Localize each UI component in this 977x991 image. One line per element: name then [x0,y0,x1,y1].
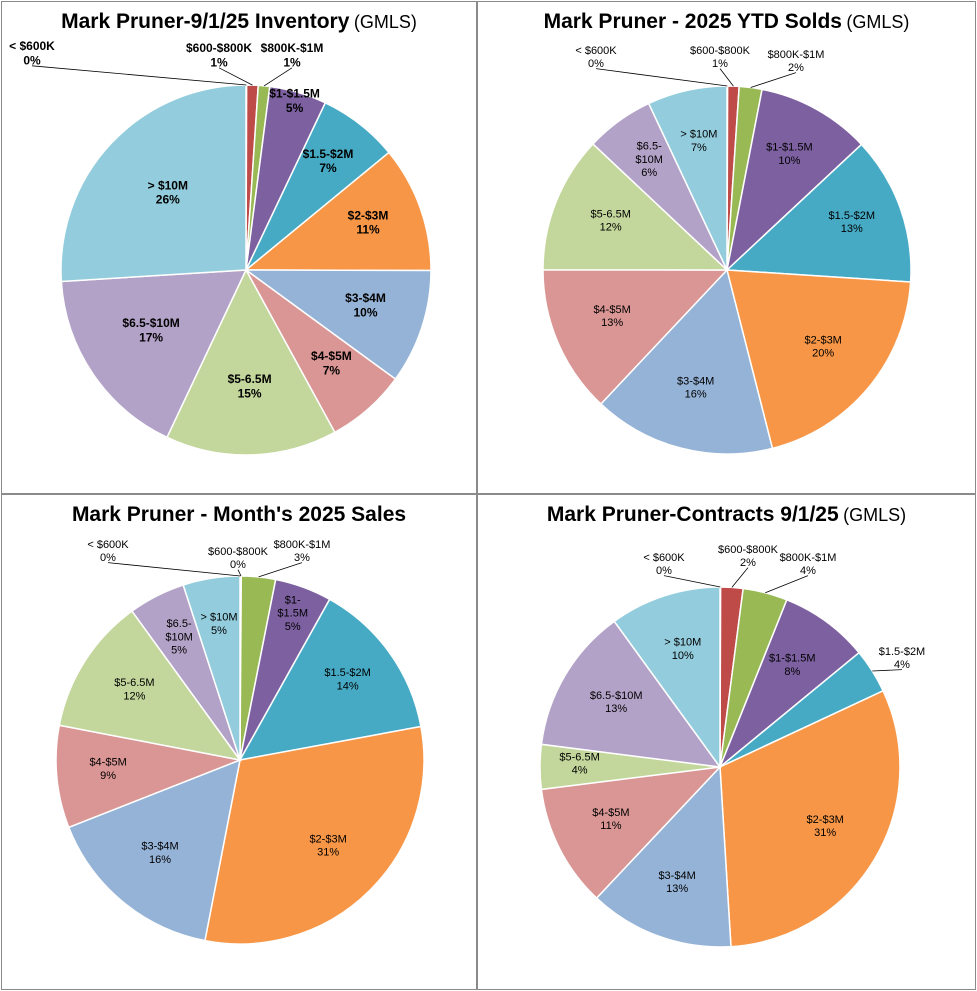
data-label-10m: > $10M 26% [148,178,188,206]
chart-title-main: Mark Pruner-Contracts 9/1/25 [546,503,839,526]
data-label-800k-1m: $800K-$1M 3% [274,539,331,564]
data-label-4-5m: $4-$5M 13% [593,304,630,329]
data-label-5-6-5m: $5-6.5M 4% [559,751,599,776]
data-label-3-4m: $3-$4M 16% [141,841,178,866]
chart-title-main: Mark Pruner - Month's 2025 Sales [71,503,407,526]
data-label-1-5-2m: $1.5-$2M 7% [303,147,354,175]
chart-title-sub: (GMLS) [843,505,907,525]
leader-line [107,562,241,577]
data-label-1-5-2m: $1.5-$2M 13% [829,210,875,235]
data-label-2-3m: $2-$3M 11% [348,208,389,236]
pie-chart-month-sales: < $600K 0% $600-$800K 0%$800K-$1M 3% $1-$1.5M… [55,539,425,945]
leader-line [237,569,242,577]
data-label-600-800k: $600-$800K 2% [718,544,779,569]
data-label-6-5-10m: $6.5-$10M 17% [122,316,179,344]
leader-line [31,65,247,86]
pie-slice-4-5m [55,724,243,829]
data-label-3-4m: $3-$4M 16% [677,376,714,401]
data-label-600-800k: $600-$800K 1% [690,45,751,70]
chart-title: Mark Pruner - Month's 2025 Sales [2,503,476,527]
data-label-1-5-2m: $1.5-$2M 4% [879,646,925,671]
pie-chart-ytd-solds: < $600K 0% $600-$800K 1% $800K-$1M 2% $1-$1.5M… [542,45,912,455]
pie-slice-1-1-5m [725,88,863,273]
pie-slice-5-6-5m [58,610,242,762]
data-label-1-1-5m: $1-$1.5M 8% [769,653,815,678]
data-label-600-800k: $600-$800K 0% [208,546,269,571]
leader-line [750,72,797,88]
data-label-4-5m: $4-$5M 9% [89,757,126,782]
data-label-4-5m: $4-$5M 11% [592,807,629,832]
data-label-1-1-5m: $1-$1.5M 10% [766,142,812,167]
leader-line [731,567,749,588]
pie-slice-5-6-5m [165,268,336,456]
data-label-2-3m: $2-$3M 20% [805,334,842,359]
pie-slice-1-5-2m [725,143,912,283]
pie-slice-2-3m [726,269,912,450]
data-label-600-800k: $600-$800K 1% [186,41,252,69]
pie-slice-4-5m [542,269,729,406]
pie-slice-5-6-5m [542,142,729,271]
chart-title-sub: (GMLS) [353,12,417,32]
chart-panel-contracts: Mark Pruner-Contracts 9/1/25 (GMLS) < $6… [477,494,976,990]
chart-title-main: Mark Pruner-9/1/25 Inventory [61,10,350,33]
pie-slice-4-5m [540,765,722,900]
chart-title: Mark Pruner-Contracts 9/1/25 (GMLS) [478,503,975,527]
pie-slice-3-4m [599,268,774,455]
pie-slice-6-5-10m [60,269,248,439]
pie-slice-3-4m [595,765,732,948]
pie-slice-1-1-5m [719,598,861,768]
data-label-6-5-10m: $6.5-$10M 5% [165,618,193,656]
data-label-10m: > $10M 10% [664,637,701,662]
pie-slice-6-5-10m [540,620,722,768]
leader-line [263,67,293,87]
pie-chart-inventory: < $600K 0% $600-$800K 1% $800K-$1M 1% $1-$1.5M… [9,39,432,456]
leader-line [765,575,809,594]
pie-slice-2-3m [204,725,425,945]
data-label-1-1-5m: $1-$1.5M 5% [269,87,320,115]
leader-line [595,68,728,87]
leader-line [258,562,303,578]
data-label-800k-1m: $800K-$1M 2% [768,49,825,74]
data-label-3-4m: $3-$4M 13% [658,870,695,895]
data-label-10m: > $10M 7% [680,129,717,154]
chart-title: Mark Pruner - 2025 YTD Solds (GMLS) [478,10,975,34]
data-label-600k: < $600K 0% [575,45,617,70]
leader-line [719,68,734,87]
data-label-10m: > $10M 5% [201,612,238,637]
data-label-600k: < $600K 0% [87,539,129,564]
data-label-2-3m: $2-$3M 31% [309,833,346,858]
chart-title: Mark Pruner-9/1/25 Inventory (GMLS) [2,10,476,34]
pie-slice-2-3m [243,151,432,272]
leader-line [872,669,903,672]
data-label-6-5-10m: $6.5-$10M 6% [635,141,663,179]
pie-slice-10m [60,84,247,283]
data-label-600k: < $600K 0% [9,39,55,67]
chart-panel-month-sales: Mark Pruner - Month's 2025 Sales < $600K… [1,494,477,990]
data-label-3-4m: $3-$4M 10% [345,291,386,319]
data-label-5-6-5m: $5-6.5M 12% [114,677,154,702]
pie-slice-3-4m [67,758,241,942]
pie-slice-1-5-2m [238,598,422,762]
pie-slice-3-4m [243,269,432,381]
pie-slice-10m [613,586,721,770]
chart-title-main: Mark Pruner - 2025 YTD Solds [543,10,842,33]
leader-line [218,67,253,86]
leader-line [663,575,721,588]
data-label-1-5-2m: $1.5-$2M 14% [324,667,370,692]
data-label-5-6-5m: $5-6.5M 12% [591,208,631,233]
data-label-2-3m: $2-$3M 31% [807,814,844,839]
data-label-1-1-5m: $1-$1.5M 5% [277,595,308,633]
data-label-800k-1m: $800K-$1M 4% [780,552,837,577]
chart-panel-inventory: Mark Pruner-9/1/25 Inventory (GMLS) < $6… [1,1,477,494]
data-label-600k: < $600K 0% [643,552,685,577]
data-label-6-5-10m: $6.5-$10M 13% [590,690,643,715]
chart-panel-ytd-solds: Mark Pruner - 2025 YTD Solds (GMLS) < $6… [477,1,976,494]
chart-title-sub: (GMLS) [846,12,910,32]
data-label-5-6-5m: $5-6.5M 15% [228,372,272,400]
data-label-800k-1m: $800K-$1M 1% [261,41,324,69]
pie-chart-contracts: < $600K 0% $600-$800K 2% $800K-$1M 4% $1-$1.5M… [539,544,925,948]
pie-slice-2-3m [719,689,901,948]
data-label-4-5m: $4-$5M 7% [311,349,352,377]
